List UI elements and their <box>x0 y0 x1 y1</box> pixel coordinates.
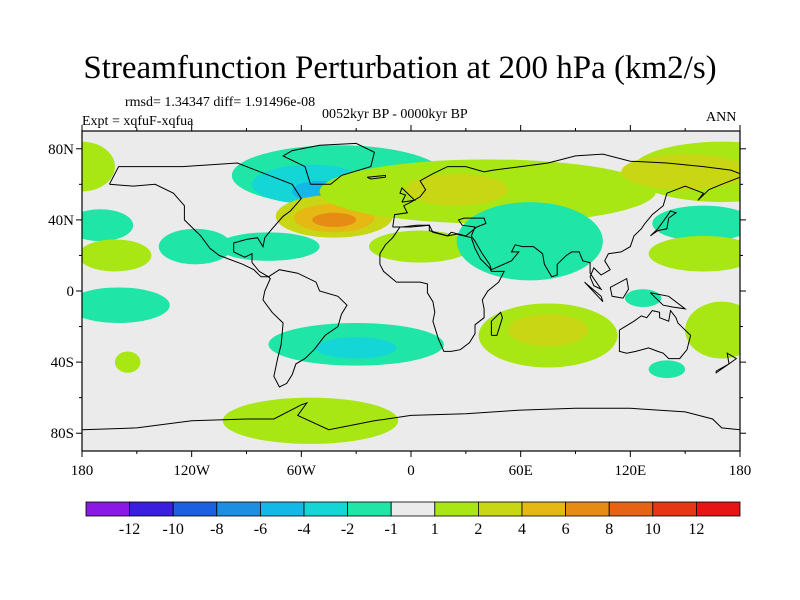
x-tick-label: 120E <box>614 463 646 479</box>
anomaly-region <box>368 230 472 263</box>
coastline <box>392 153 740 228</box>
coastline <box>609 277 630 299</box>
y-tick-label: 80S <box>51 426 74 442</box>
anomaly-region <box>648 360 686 379</box>
colorbar-label: 4 <box>518 521 526 538</box>
anomaly-region <box>82 239 152 272</box>
x-tick-label: 60W <box>287 463 317 479</box>
coastline <box>82 402 740 431</box>
anomaly-region <box>624 289 662 307</box>
anomaly-region <box>405 173 508 206</box>
colorbar-label: 6 <box>562 521 570 538</box>
colorbar-label: -12 <box>119 521 140 538</box>
colorbar-swatch <box>85 501 130 517</box>
y-tick-label: 80N <box>48 142 74 158</box>
coastline <box>650 292 688 310</box>
y-tick-label: 0 <box>67 284 75 300</box>
anomaly-region <box>312 212 357 227</box>
colorbar-label: -10 <box>163 521 184 538</box>
coastline <box>584 281 604 303</box>
colorbar-label: 12 <box>688 521 704 538</box>
anomaly-region <box>621 154 740 190</box>
anomaly-region <box>648 235 740 272</box>
y-tick-label: 40N <box>48 213 74 229</box>
x-tick-label: 180 <box>729 463 752 479</box>
colorbar-swatch <box>303 501 348 517</box>
colorbar-label: -6 <box>254 521 267 538</box>
colorbar-label: 8 <box>605 521 613 538</box>
x-tick-label: 180 <box>71 463 94 479</box>
anomaly-region <box>158 228 232 265</box>
colorbar-swatch <box>608 501 654 517</box>
colorbar-swatch <box>172 501 218 517</box>
x-tick-label: 120W <box>173 463 211 479</box>
colorbar-swatch <box>129 501 174 517</box>
coastline <box>366 174 386 180</box>
colorbar-label: 1 <box>431 521 439 538</box>
coastline <box>399 186 416 203</box>
anomaly-region <box>82 287 170 323</box>
period-label: 0052kyr BP - 0000kyr BP <box>322 107 468 122</box>
colorbar-label: -4 <box>297 521 310 538</box>
colorbar-label: -2 <box>341 521 354 538</box>
coastline <box>618 309 692 360</box>
anomaly-region <box>685 301 740 359</box>
expt-label: Expt = xqfuF-xqfua <box>82 114 194 129</box>
stats-line: rmsd= 1.34347 diff= 1.91496e-08 <box>125 95 316 110</box>
anomaly-region <box>315 337 397 359</box>
x-tick-label: 60E <box>509 463 533 479</box>
colorbar-swatch <box>347 501 392 517</box>
colorbar-label: -8 <box>210 521 223 538</box>
coastline <box>379 224 506 352</box>
anomaly-region <box>217 232 320 261</box>
coastline <box>392 176 740 291</box>
coastline <box>650 210 678 237</box>
coastline <box>715 352 738 374</box>
colorbar-label: -1 <box>385 521 398 538</box>
coastline <box>282 142 375 185</box>
colorbar-swatch <box>477 501 523 517</box>
colorbar-swatch <box>390 501 436 517</box>
y-tick-label: 40S <box>51 355 74 371</box>
colorbar-swatch <box>434 501 479 517</box>
colorbar-swatch <box>652 501 697 517</box>
coastline <box>490 311 503 336</box>
anomaly-region <box>82 209 134 242</box>
season-label: ANN <box>706 110 737 125</box>
colorbar-swatch <box>565 501 610 517</box>
anomaly-region <box>82 141 115 192</box>
anomaly-region <box>114 351 141 373</box>
anomaly-region <box>456 202 603 281</box>
colorbar-label: 2 <box>474 521 482 538</box>
colorbar-swatch <box>696 501 741 517</box>
coastline <box>108 162 302 278</box>
x-tick-label: 0 <box>407 463 415 479</box>
coastline <box>262 269 348 388</box>
chart-title: Streamfunction Perturbation at 200 hPa (… <box>83 50 717 86</box>
colorbar-swatch <box>259 501 305 517</box>
colorbar-label: 10 <box>645 521 661 538</box>
anomaly-region <box>507 314 589 347</box>
colorbar-swatch <box>216 501 261 517</box>
colorbar-swatch <box>521 501 566 517</box>
